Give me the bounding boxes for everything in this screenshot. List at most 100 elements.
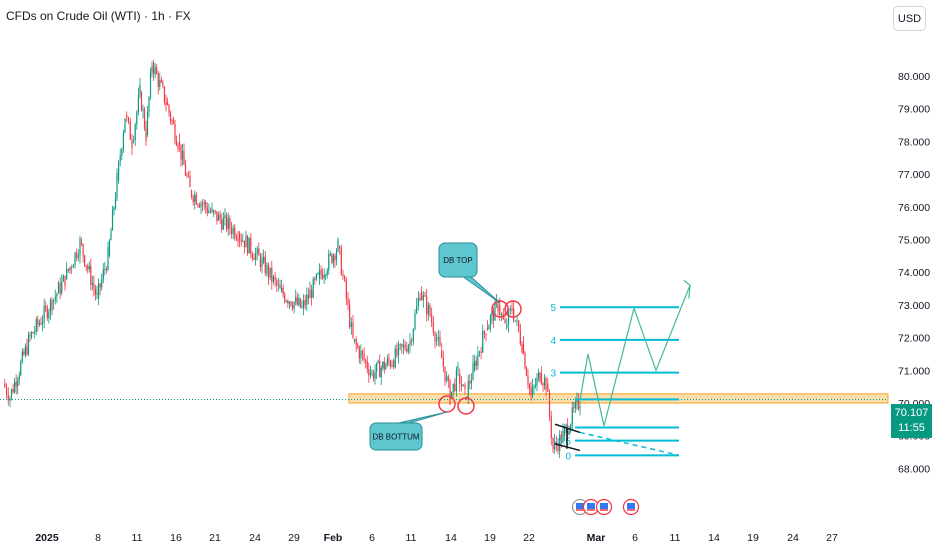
candle-body — [318, 270, 321, 279]
candle-body — [579, 406, 581, 409]
projection-zigzag — [579, 285, 691, 427]
x-tick-label: 24 — [787, 532, 799, 544]
candle-body — [251, 253, 253, 258]
candle-body — [385, 364, 387, 370]
candle-body — [393, 360, 395, 368]
candle-body — [152, 62, 155, 75]
candle-body — [122, 132, 124, 149]
candle-body — [402, 344, 405, 347]
candle-body — [194, 194, 196, 202]
candle-body — [140, 92, 143, 111]
event-flag-icon — [576, 503, 584, 509]
candle-body — [256, 248, 258, 254]
candle-body — [269, 267, 271, 278]
candle-body — [178, 141, 181, 145]
candle-body — [96, 293, 98, 295]
candle-body — [222, 218, 224, 230]
event-icons[interactable] — [571, 498, 640, 516]
y-tick-label: 79.000 — [898, 104, 930, 116]
candle-body — [542, 384, 544, 386]
candle-body — [169, 112, 172, 121]
candle-body — [266, 265, 268, 274]
candle-body — [259, 255, 261, 268]
candle-body — [424, 295, 426, 297]
candle-body — [166, 102, 169, 106]
callout-db-bottum-text: DB BOTTUM — [372, 433, 419, 442]
candle-body — [53, 299, 55, 302]
candle-body — [334, 255, 336, 261]
x-tick-label: Feb — [324, 532, 343, 544]
y-tick-label: 80.000 — [898, 71, 930, 83]
candle-body — [285, 301, 287, 302]
time-axis[interactable]: 2025 8 11 16 21 24 29 Feb 6 11 14 19 22 Mar 6 11 14 19 24 2… — [35, 532, 838, 544]
target-level-label: 3 — [550, 369, 556, 380]
y-tick-label: 76.000 — [898, 202, 930, 214]
candle-body — [368, 369, 370, 376]
candle-body — [357, 344, 359, 348]
candle-body — [168, 105, 170, 113]
x-tick-label: 11 — [132, 532, 143, 544]
candle-body — [119, 155, 121, 162]
currency-button[interactable]: USD — [893, 6, 926, 31]
candle-body — [102, 269, 104, 280]
candle-body — [439, 336, 441, 346]
candle-body — [322, 274, 324, 279]
candle-body — [274, 276, 276, 281]
candle-body — [417, 297, 419, 306]
candle-body — [299, 298, 302, 308]
candle-body — [214, 210, 216, 212]
current-price-tag: 70.107 11:55 — [891, 404, 932, 438]
candle-body — [565, 424, 567, 427]
candle-body — [195, 194, 197, 205]
candle-body — [360, 350, 362, 359]
candle-body — [291, 305, 294, 309]
countdown-timer: 11:55 — [898, 422, 925, 434]
candle-body — [372, 373, 375, 379]
candle-body — [9, 398, 11, 401]
candle-body — [154, 67, 156, 75]
candle-body — [29, 335, 31, 337]
candle-body — [206, 207, 208, 213]
candle-body — [416, 305, 418, 314]
candle-body — [548, 391, 551, 417]
candle-body — [165, 102, 167, 105]
candle-body — [550, 416, 552, 438]
candle-body — [38, 323, 41, 325]
candle-body — [337, 239, 339, 252]
candle-body — [288, 301, 291, 304]
candle-body — [190, 190, 193, 197]
candle-body — [116, 173, 118, 198]
y-tick-label: 78.000 — [898, 136, 930, 148]
candle-body — [124, 118, 126, 133]
candle-body — [414, 313, 416, 330]
pattern-circle — [491, 300, 509, 318]
candle-body — [540, 373, 543, 385]
event-flag-icon — [587, 503, 595, 509]
candle-body — [245, 236, 247, 248]
candle-body — [137, 95, 139, 113]
candle-body — [530, 387, 532, 395]
candle-body — [17, 380, 19, 387]
candle-body — [37, 319, 39, 325]
candle-body — [437, 336, 439, 340]
candle-body — [105, 269, 108, 270]
candle-body — [24, 346, 26, 355]
candle-body — [71, 266, 73, 268]
candle-body — [108, 240, 111, 256]
candle-body — [391, 364, 393, 367]
candle-body — [401, 344, 403, 347]
candle-body — [557, 444, 559, 451]
candle-body — [329, 253, 331, 255]
candle-body — [20, 361, 22, 375]
x-tick-label: 14 — [708, 532, 720, 544]
candle-body — [104, 269, 106, 270]
candle-body — [409, 340, 411, 346]
x-tick-label: 22 — [523, 532, 535, 544]
candle-body — [514, 320, 516, 322]
x-tick-label: 6 — [369, 532, 375, 544]
target-level-label: 0 — [565, 451, 571, 462]
candle-body — [247, 236, 249, 254]
candle-body — [365, 359, 367, 362]
candle-body — [383, 361, 385, 370]
